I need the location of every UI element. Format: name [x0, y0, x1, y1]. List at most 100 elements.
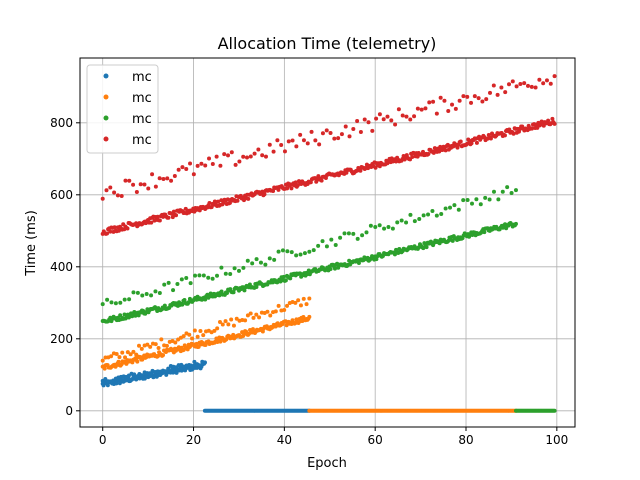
- data-point: [108, 185, 113, 190]
- data-point: [136, 313, 141, 318]
- data-point: [190, 336, 195, 341]
- data-point: [159, 337, 164, 342]
- data-point: [223, 271, 228, 276]
- data-point: [231, 323, 236, 328]
- data-point: [127, 178, 132, 183]
- data-point: [155, 214, 160, 219]
- data-point: [389, 118, 394, 123]
- data-point: [272, 257, 277, 262]
- data-point: [268, 313, 273, 318]
- data-point: [550, 116, 555, 121]
- data-point: [198, 328, 203, 333]
- data-point: [188, 281, 193, 286]
- data-point: [108, 229, 113, 234]
- data-point: [100, 302, 105, 307]
- y-tick-label: 0: [65, 404, 73, 418]
- data-point: [120, 350, 125, 355]
- data-point: [395, 220, 400, 225]
- data-point: [262, 192, 267, 197]
- data-point: [192, 359, 197, 364]
- data-point: [125, 350, 130, 355]
- data-point: [210, 276, 215, 281]
- data-point: [298, 252, 303, 257]
- data-point: [284, 303, 289, 308]
- data-point: [370, 128, 375, 133]
- data-point: [105, 297, 110, 302]
- data-point: [197, 363, 202, 368]
- data-point: [148, 344, 153, 349]
- data-point: [461, 94, 466, 99]
- data-point: [229, 317, 234, 322]
- data-point: [448, 205, 453, 210]
- data-point: [165, 176, 170, 181]
- data-point: [139, 346, 144, 351]
- data-point: [431, 99, 436, 104]
- data-point: [288, 276, 293, 281]
- data-point: [149, 220, 154, 225]
- data-point: [226, 153, 231, 158]
- data-point: [465, 94, 470, 99]
- data-point: [290, 138, 295, 143]
- data-point: [100, 196, 105, 201]
- data-point: [417, 217, 422, 222]
- data-point: [419, 107, 424, 112]
- data-point: [140, 373, 145, 378]
- data-point: [234, 316, 239, 321]
- data-point: [254, 257, 259, 262]
- data-point: [518, 81, 523, 86]
- data-point: [193, 273, 198, 278]
- data-point: [145, 342, 150, 347]
- data-point: [250, 327, 255, 332]
- data-point: [347, 134, 352, 139]
- data-point: [343, 124, 348, 129]
- data-point: [229, 150, 234, 155]
- data-point: [487, 197, 492, 202]
- data-point: [149, 293, 154, 298]
- data-point: [134, 374, 139, 379]
- data-point: [225, 197, 230, 202]
- data-point: [319, 178, 324, 183]
- data-point: [344, 170, 349, 175]
- data-point: [233, 162, 238, 167]
- plot-frame: [79, 57, 576, 428]
- data-point: [207, 201, 212, 206]
- data-point: [212, 328, 217, 333]
- data-point: [252, 151, 257, 156]
- data-point: [216, 199, 221, 204]
- data-point: [166, 215, 171, 220]
- legend-marker: [103, 115, 109, 121]
- data-point: [408, 117, 413, 122]
- data-point: [342, 231, 347, 236]
- data-point: [465, 141, 470, 146]
- data-point: [219, 289, 224, 294]
- data-point: [412, 114, 417, 119]
- data-point: [263, 262, 268, 267]
- data-point: [355, 119, 360, 124]
- data-point: [157, 176, 162, 181]
- data-point: [323, 175, 328, 180]
- data-point: [248, 311, 253, 316]
- data-point: [162, 303, 167, 308]
- data-point: [286, 139, 291, 144]
- data-point: [351, 231, 356, 236]
- data-point: [218, 163, 223, 168]
- data-point: [552, 408, 557, 413]
- data-point: [276, 249, 281, 254]
- data-point: [374, 257, 379, 262]
- data-point: [162, 282, 167, 287]
- data-point: [382, 226, 387, 231]
- data-point: [541, 81, 546, 86]
- data-point: [304, 302, 309, 307]
- data-point: [245, 258, 250, 263]
- data-point: [496, 197, 501, 202]
- data-point: [150, 172, 155, 177]
- data-point: [135, 290, 140, 295]
- data-point: [355, 236, 360, 241]
- data-point: [105, 383, 110, 388]
- data-point: [320, 131, 325, 136]
- data-point: [112, 190, 117, 195]
- data-point: [157, 218, 162, 223]
- data-point: [283, 278, 288, 283]
- data-point: [537, 77, 542, 82]
- data-point: [410, 155, 415, 160]
